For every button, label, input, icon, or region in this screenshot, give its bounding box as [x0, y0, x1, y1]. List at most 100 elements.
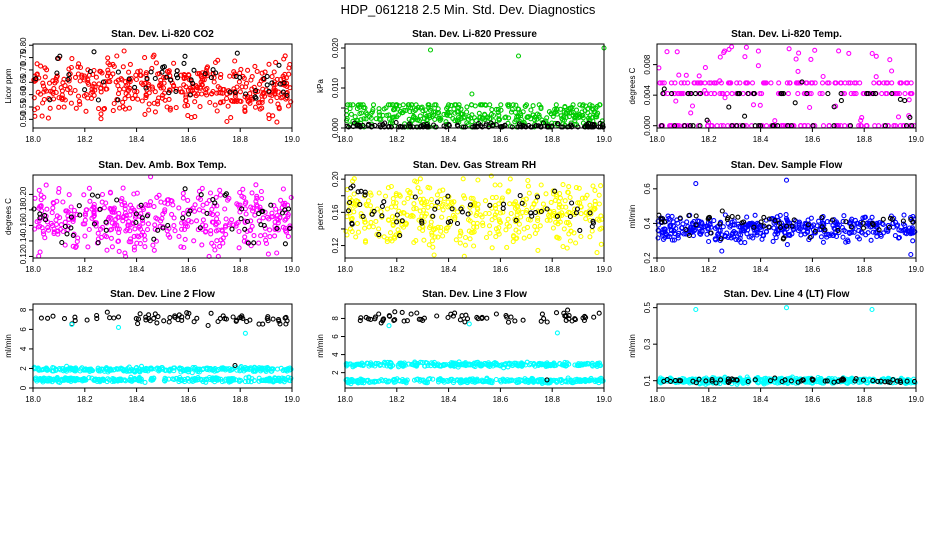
y-tick-label: 0.18: [19, 202, 28, 218]
data-point: [425, 204, 431, 210]
data-point: [32, 195, 38, 201]
data-point: [120, 367, 127, 373]
data-point: [591, 205, 597, 212]
data-point: [116, 210, 122, 216]
data-point: [92, 87, 98, 93]
data-point: [684, 219, 690, 225]
data-point: [381, 199, 387, 205]
data-point: [254, 68, 260, 74]
data-point: [240, 73, 246, 79]
data-point: [263, 237, 269, 243]
data-point: [431, 227, 437, 233]
data-point: [391, 377, 397, 383]
data-point: [393, 200, 399, 206]
data-point: [476, 361, 482, 367]
data-point: [412, 194, 418, 200]
data-points: [31, 174, 294, 259]
data-point: [206, 374, 212, 381]
data-point: [470, 229, 476, 236]
data-point: [244, 218, 251, 225]
data-point: [583, 216, 589, 222]
data-point: [199, 242, 205, 248]
x-tick-label: 18.4: [129, 265, 145, 274]
data-point: [202, 71, 208, 77]
data-point: [345, 102, 351, 108]
data-point: [240, 186, 246, 192]
data-point: [529, 204, 535, 211]
data-point: [60, 199, 66, 205]
data-point: [356, 122, 363, 128]
data-point: [258, 233, 264, 239]
data-point: [388, 124, 395, 130]
data-point: [512, 119, 518, 125]
data-point: [835, 227, 841, 233]
data-point: [441, 195, 448, 202]
data-point: [270, 316, 276, 322]
data-point: [524, 207, 530, 213]
data-point: [873, 74, 879, 80]
data-point: [786, 46, 792, 52]
data-point: [482, 102, 488, 108]
data-point: [363, 116, 369, 122]
data-point: [142, 237, 148, 243]
data-point: [830, 232, 836, 239]
data-point: [841, 227, 847, 233]
data-point: [404, 318, 410, 324]
data-point: [429, 238, 435, 244]
data-point: [742, 113, 748, 119]
data-point: [188, 219, 194, 225]
data-point: [354, 220, 360, 227]
data-point: [887, 215, 893, 221]
data-point: [462, 124, 468, 130]
data-point: [85, 77, 91, 83]
data-point: [368, 115, 374, 121]
page-title: HDP_061218 2.5 Min. Std. Dev. Diagnostic…: [340, 2, 596, 17]
x-tick-label: 18.8: [544, 265, 560, 274]
data-point: [262, 232, 268, 238]
x-tick-label: 18.6: [181, 135, 197, 144]
data-point: [40, 100, 46, 106]
data-point: [186, 310, 192, 316]
data-point: [785, 91, 791, 97]
data-point: [174, 68, 180, 74]
chart-title: Stan. Dev. Li-820 Temp.: [731, 29, 842, 40]
data-point: [440, 378, 447, 384]
data-point: [280, 89, 286, 95]
data-point: [123, 215, 129, 221]
data-point: [724, 230, 730, 236]
data-point: [220, 235, 226, 241]
data-point: [526, 362, 533, 368]
data-point: [195, 71, 201, 77]
data-point: [132, 226, 138, 232]
data-point: [346, 124, 352, 130]
data-point: [438, 228, 444, 234]
data-point: [279, 210, 285, 216]
data-point: [178, 72, 184, 78]
data-point: [495, 109, 501, 115]
data-point: [34, 71, 40, 77]
data-point: [560, 182, 566, 188]
data-point: [454, 220, 461, 227]
data-point: [216, 90, 222, 96]
x-tick-label: 19.0: [908, 265, 924, 274]
data-point: [138, 202, 144, 208]
data-point: [233, 73, 239, 79]
data-point: [872, 91, 879, 97]
data-point: [693, 306, 699, 313]
data-point: [475, 177, 481, 183]
data-point: [495, 106, 501, 112]
y-tick-label: 0.12: [331, 237, 340, 253]
data-point: [829, 217, 835, 223]
data-point: [838, 91, 844, 97]
data-point: [50, 205, 56, 211]
data-point: [890, 377, 896, 383]
data-point: [836, 48, 842, 54]
data-point: [347, 106, 353, 112]
data-point: [558, 377, 564, 383]
data-point: [84, 317, 90, 323]
data-point: [62, 97, 68, 103]
data-point: [688, 110, 694, 116]
data-point: [466, 361, 472, 367]
